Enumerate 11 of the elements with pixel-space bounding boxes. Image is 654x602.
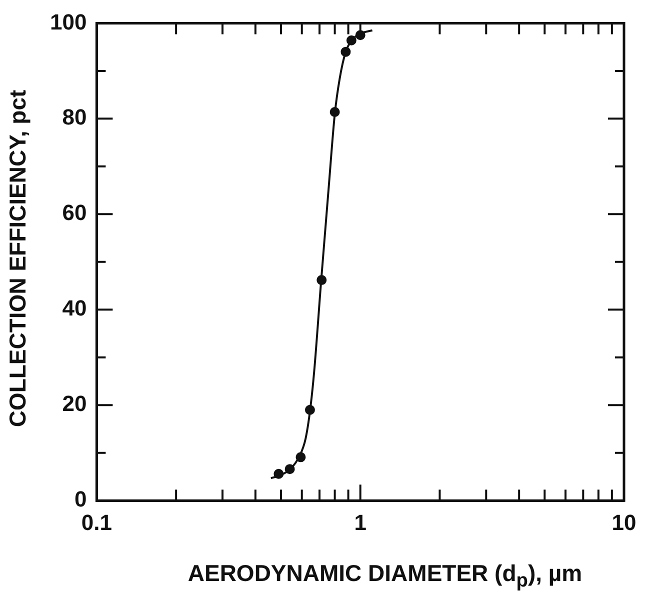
x-tick-label: 1 [354, 510, 366, 535]
y-tick-label: 40 [62, 296, 87, 321]
y-tick-label: 80 [62, 104, 87, 130]
x-tick-label: 0.1 [81, 510, 112, 535]
y-tick-label: 60 [62, 200, 87, 226]
y-tick-label: 100 [50, 9, 87, 34]
x-axis-title: AERODYNAMIC DIAMETER (d$_{p}$), µm [186, 560, 584, 593]
x-tick-label: 10 [612, 510, 636, 535]
y-tick-label: 0 [74, 486, 87, 512]
y-axis-title: COLLECTION EFFICIENCY, pct [4, 88, 32, 430]
y-tick-label: 20 [62, 391, 87, 416]
